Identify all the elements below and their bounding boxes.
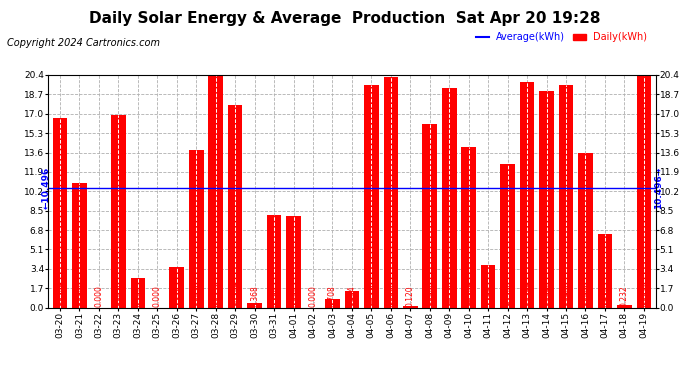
Text: 1.404: 1.404 — [347, 285, 357, 307]
Text: 0.708: 0.708 — [328, 285, 337, 307]
Bar — [403, 306, 417, 308]
Bar — [442, 88, 457, 308]
Bar — [617, 305, 631, 308]
Text: 16.876: 16.876 — [114, 280, 123, 307]
Bar — [130, 278, 145, 308]
Text: ←10.496: ←10.496 — [41, 167, 50, 209]
Text: 13.816: 13.816 — [192, 280, 201, 307]
Text: 3.592: 3.592 — [172, 285, 181, 307]
Text: 13.600: 13.600 — [581, 280, 590, 307]
Text: 0.000: 0.000 — [152, 285, 161, 307]
Bar — [520, 82, 534, 308]
Bar — [462, 147, 476, 308]
Bar — [267, 215, 282, 308]
Text: 16.088: 16.088 — [425, 280, 434, 307]
Bar — [422, 124, 437, 308]
Text: 3.744: 3.744 — [484, 285, 493, 307]
Bar — [598, 234, 612, 308]
Bar — [500, 164, 515, 308]
Legend: Average(kWh), Daily(kWh): Average(kWh), Daily(kWh) — [472, 28, 651, 46]
Text: 19.040: 19.040 — [542, 280, 551, 307]
Text: 12.568: 12.568 — [503, 280, 512, 307]
Text: 19.516: 19.516 — [367, 280, 376, 307]
Bar — [364, 85, 379, 308]
Text: 0.000: 0.000 — [95, 285, 103, 307]
Text: 19.488: 19.488 — [562, 280, 571, 307]
Text: Copyright 2024 Cartronics.com: Copyright 2024 Cartronics.com — [7, 38, 160, 48]
Text: 14.104: 14.104 — [464, 280, 473, 307]
Bar — [481, 265, 495, 308]
Text: 19.744: 19.744 — [522, 280, 531, 307]
Text: 20.392: 20.392 — [211, 280, 220, 307]
Bar — [170, 267, 184, 308]
Text: 8.120: 8.120 — [270, 285, 279, 307]
Text: 2.560: 2.560 — [133, 285, 142, 307]
Bar — [247, 303, 262, 307]
Bar — [539, 90, 554, 308]
Bar — [344, 291, 359, 308]
Text: 6.416: 6.416 — [600, 285, 609, 307]
Bar — [111, 115, 126, 308]
Text: 0.120: 0.120 — [406, 285, 415, 307]
Bar — [325, 299, 339, 307]
Bar — [559, 86, 573, 308]
Text: 16.584: 16.584 — [55, 280, 64, 307]
Text: Daily Solar Energy & Average  Production  Sat Apr 20 19:28: Daily Solar Energy & Average Production … — [89, 11, 601, 26]
Text: 20.220: 20.220 — [386, 280, 395, 307]
Bar — [637, 76, 651, 308]
Bar — [578, 153, 593, 308]
Text: 0.368: 0.368 — [250, 285, 259, 307]
Text: 10.496→: 10.496→ — [653, 167, 662, 209]
Bar — [72, 183, 87, 308]
Text: 17.764: 17.764 — [230, 280, 239, 307]
Text: 10.948: 10.948 — [75, 280, 84, 307]
Text: 0.232: 0.232 — [620, 285, 629, 307]
Bar — [208, 75, 223, 307]
Text: 0.000: 0.000 — [308, 285, 317, 307]
Bar — [52, 118, 68, 308]
Bar — [384, 77, 398, 308]
Bar — [228, 105, 242, 308]
Text: 19.216: 19.216 — [445, 280, 454, 307]
Text: 20.272: 20.272 — [640, 280, 649, 307]
Bar — [286, 216, 301, 308]
Bar — [189, 150, 204, 308]
Text: 8.060: 8.060 — [289, 285, 298, 307]
